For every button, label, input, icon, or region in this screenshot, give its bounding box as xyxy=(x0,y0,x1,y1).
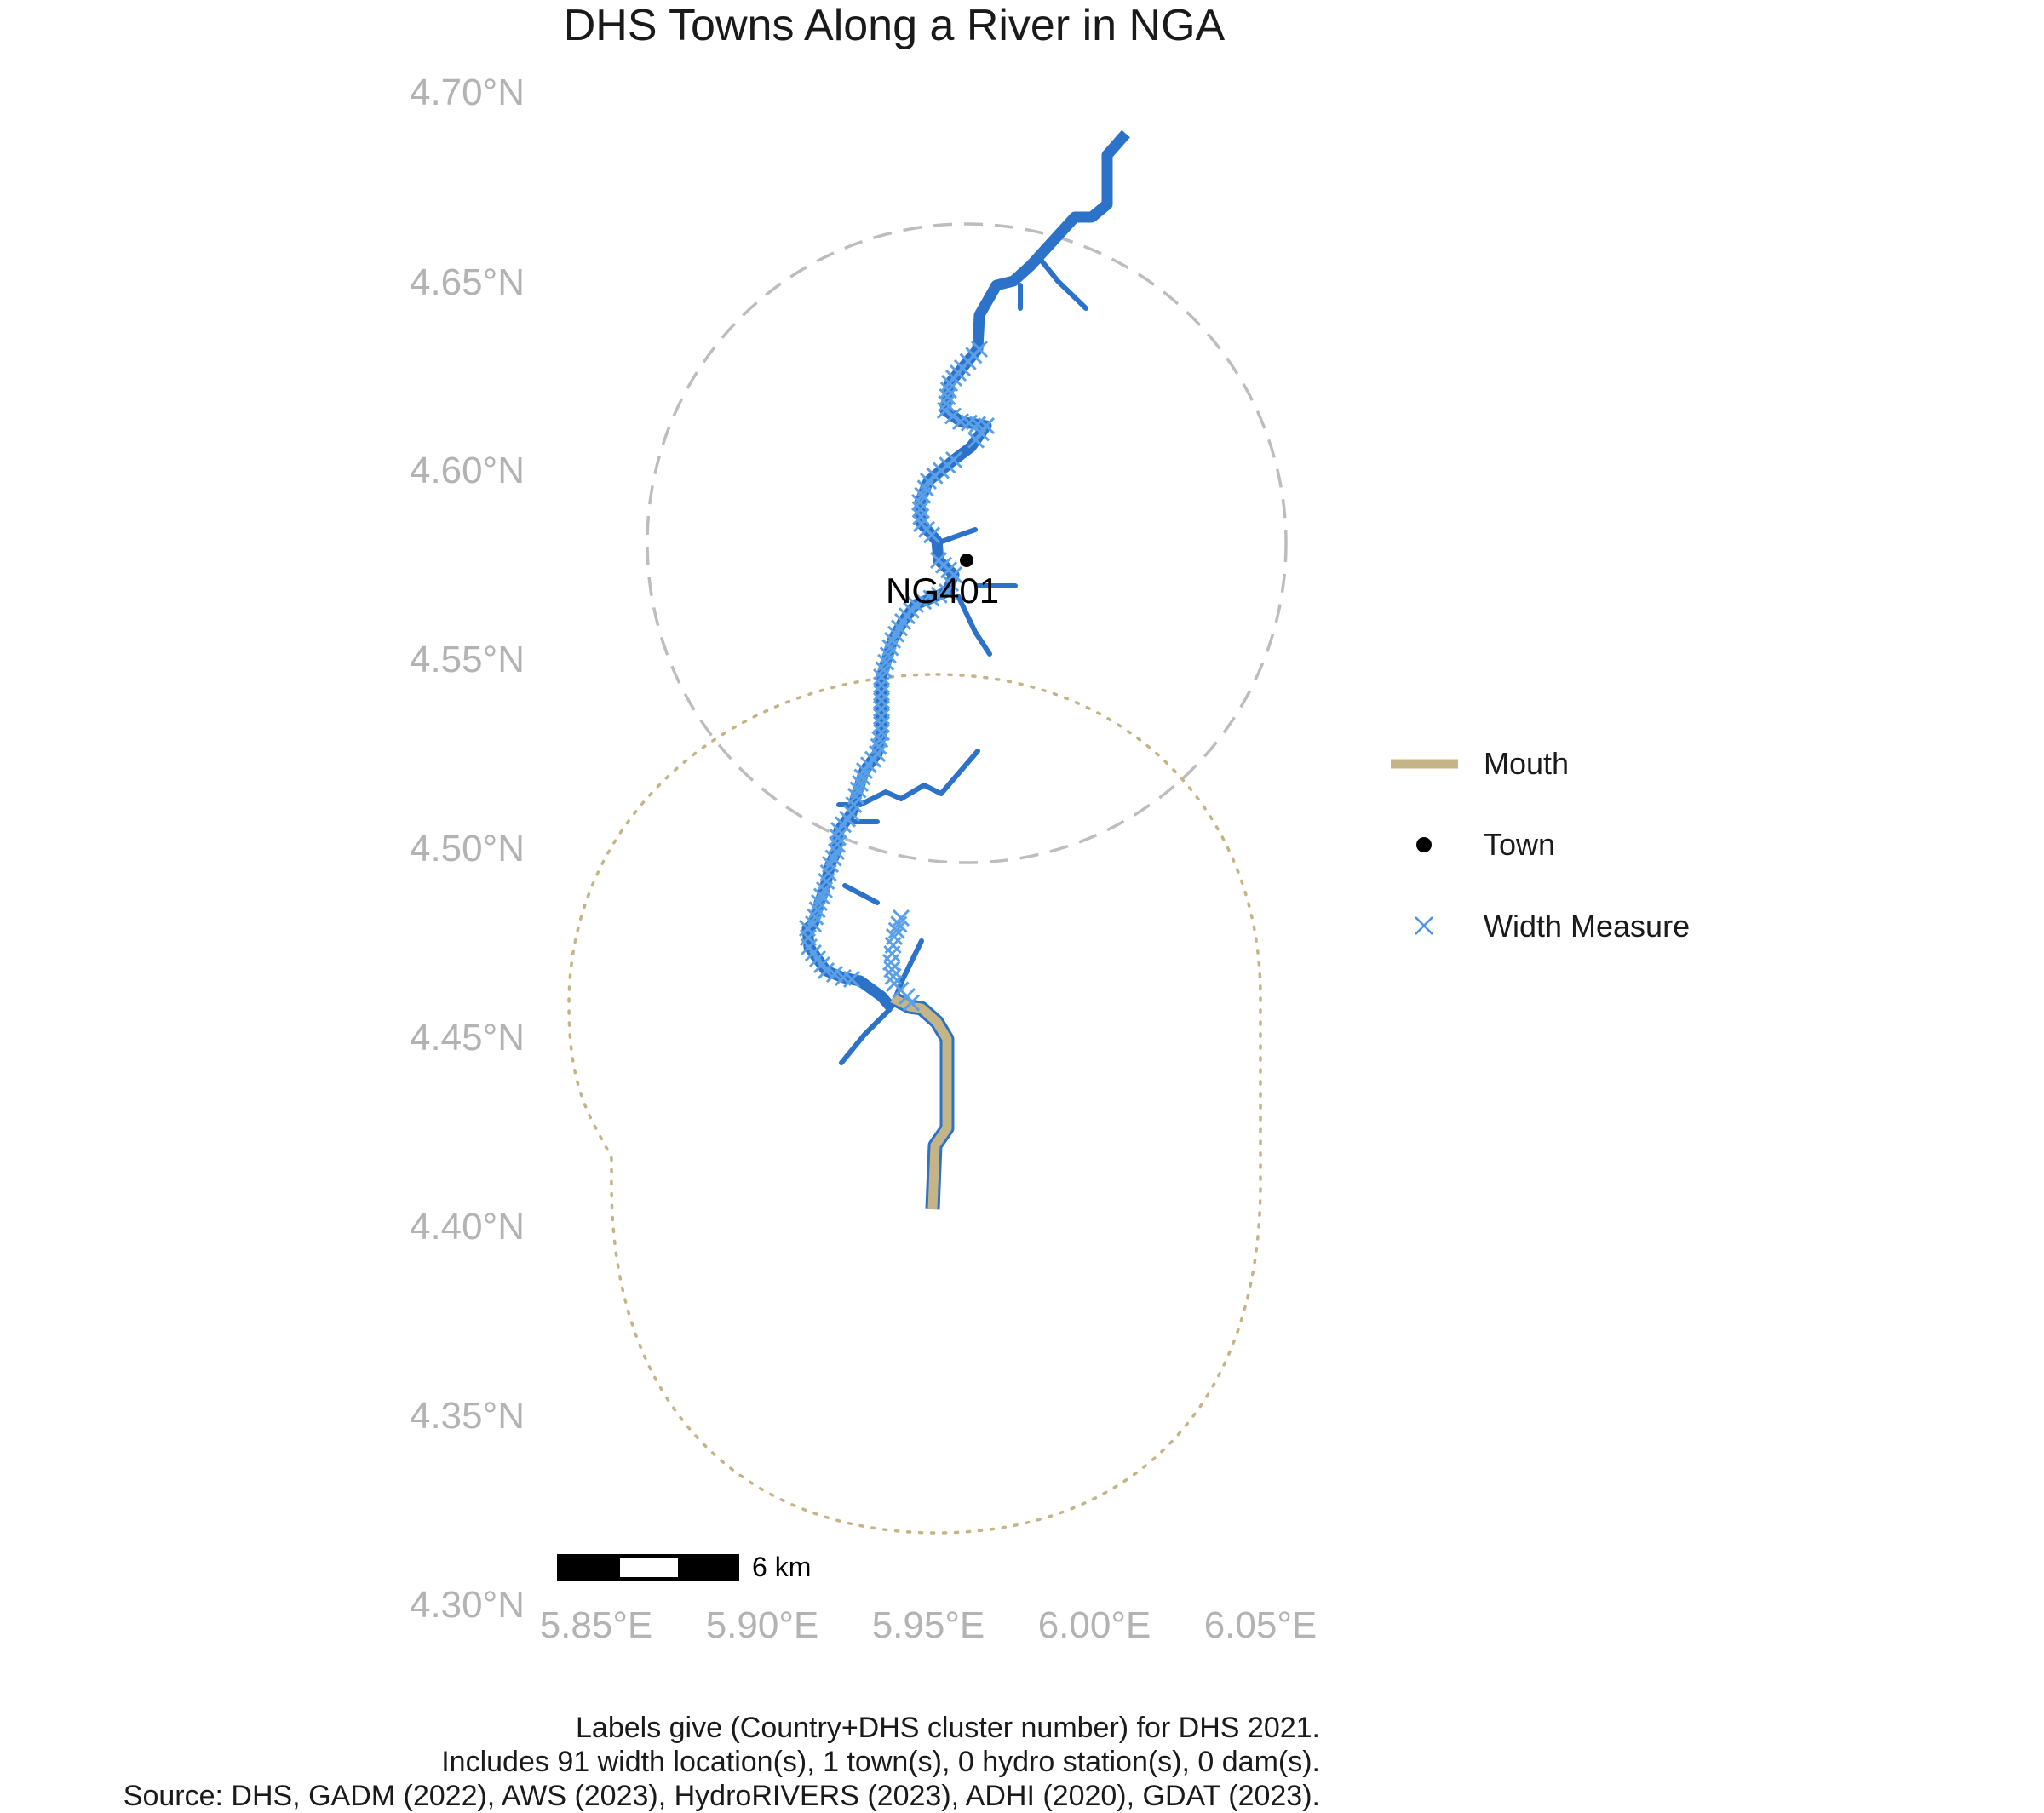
lat-label-430: 4.30°N xyxy=(409,1584,525,1626)
width-measure-marker xyxy=(872,668,891,686)
tributary-sw xyxy=(839,1007,893,1065)
width-measure-marker xyxy=(829,829,847,846)
map-title: DHS Towns Along a River in NGA xyxy=(563,1,1226,50)
tributaries xyxy=(836,257,1088,1065)
legend-symbols xyxy=(1391,759,1458,935)
lat-label-465: 4.65°N xyxy=(409,261,525,303)
width-measure-markers xyxy=(798,340,996,1012)
caption-line-2: Includes 91 width location(s), 1 town(s)… xyxy=(441,1746,1320,1778)
lat-label-470: 4.70°N xyxy=(409,72,525,113)
width-measure-marker xyxy=(939,381,957,399)
tributary-mid-4 xyxy=(858,749,980,807)
width-measure-marker xyxy=(967,431,985,449)
legend-label-town: Town xyxy=(1484,827,1556,862)
lat-label-435: 4.35°N xyxy=(409,1395,525,1437)
tributary-ne xyxy=(1038,257,1088,311)
legend-label-mouth: Mouth xyxy=(1484,746,1570,781)
town-buffer-circle xyxy=(646,222,1288,864)
tributary-mid-1 xyxy=(934,527,978,546)
lat-label-445: 4.45°N xyxy=(409,1017,525,1059)
legend-label-width-measure: Width Measure xyxy=(1484,909,1691,944)
lon-label-595: 5.95°E xyxy=(871,1604,985,1646)
width-measure-marker xyxy=(938,394,956,413)
lon-label-585: 5.85°E xyxy=(539,1604,653,1646)
width-measure-marker xyxy=(872,691,891,709)
width-measure-marker xyxy=(910,493,929,512)
lon-label-590: 5.90°E xyxy=(705,1604,819,1646)
caption-line-3: Source: DHS, GADM (2022), AWS (2023), Hy… xyxy=(123,1780,1320,1812)
lon-label-600: 6.00°E xyxy=(1037,1604,1151,1646)
width-measure-marker xyxy=(881,953,900,972)
lat-label-460: 4.60°N xyxy=(409,450,525,491)
width-measure-marker xyxy=(911,501,929,519)
width-measure-marker xyxy=(872,684,891,702)
town-point xyxy=(960,554,973,567)
caption-line-1: Labels give (Country+DHS cluster number)… xyxy=(576,1712,1320,1744)
scale-bar xyxy=(557,1554,739,1581)
mouth-buffer-outline xyxy=(567,673,1262,1535)
width-measure-marker xyxy=(922,526,941,544)
width-measure-marker xyxy=(842,970,861,989)
width-measure-marker xyxy=(872,715,891,733)
town-label: NG401 xyxy=(886,571,1000,611)
width-measure-marker xyxy=(902,994,921,1012)
lat-label-450: 4.50°N xyxy=(409,828,525,869)
width-measure-marker xyxy=(944,407,962,425)
width-measure-marker xyxy=(939,387,956,406)
width-measure-marker xyxy=(830,821,848,840)
river-mouth-segment xyxy=(889,991,955,1210)
width-measure-marker xyxy=(936,401,955,420)
width-measure-marker xyxy=(828,835,847,853)
legend-width-swatch xyxy=(1415,916,1433,935)
lon-label-605: 6.05°E xyxy=(1203,1604,1318,1646)
lat-label-455: 4.55°N xyxy=(409,639,525,680)
scale-bar-label: 6 km xyxy=(752,1552,812,1582)
width-measure-marker xyxy=(884,967,902,985)
width-measure-marker xyxy=(912,508,930,525)
width-measure-marker xyxy=(940,374,959,393)
width-measure-marker xyxy=(977,416,996,435)
tributary-tick-4 xyxy=(842,883,880,905)
width-measure-marker xyxy=(883,961,901,978)
tributary-mid-3 xyxy=(956,594,992,657)
width-measure-marker xyxy=(872,708,891,726)
lat-label-440: 4.40°N xyxy=(409,1206,525,1248)
width-measure-marker xyxy=(872,700,891,718)
legend-town-swatch xyxy=(1416,837,1432,852)
width-measure-marker xyxy=(972,424,990,442)
width-measure-marker xyxy=(872,676,891,694)
